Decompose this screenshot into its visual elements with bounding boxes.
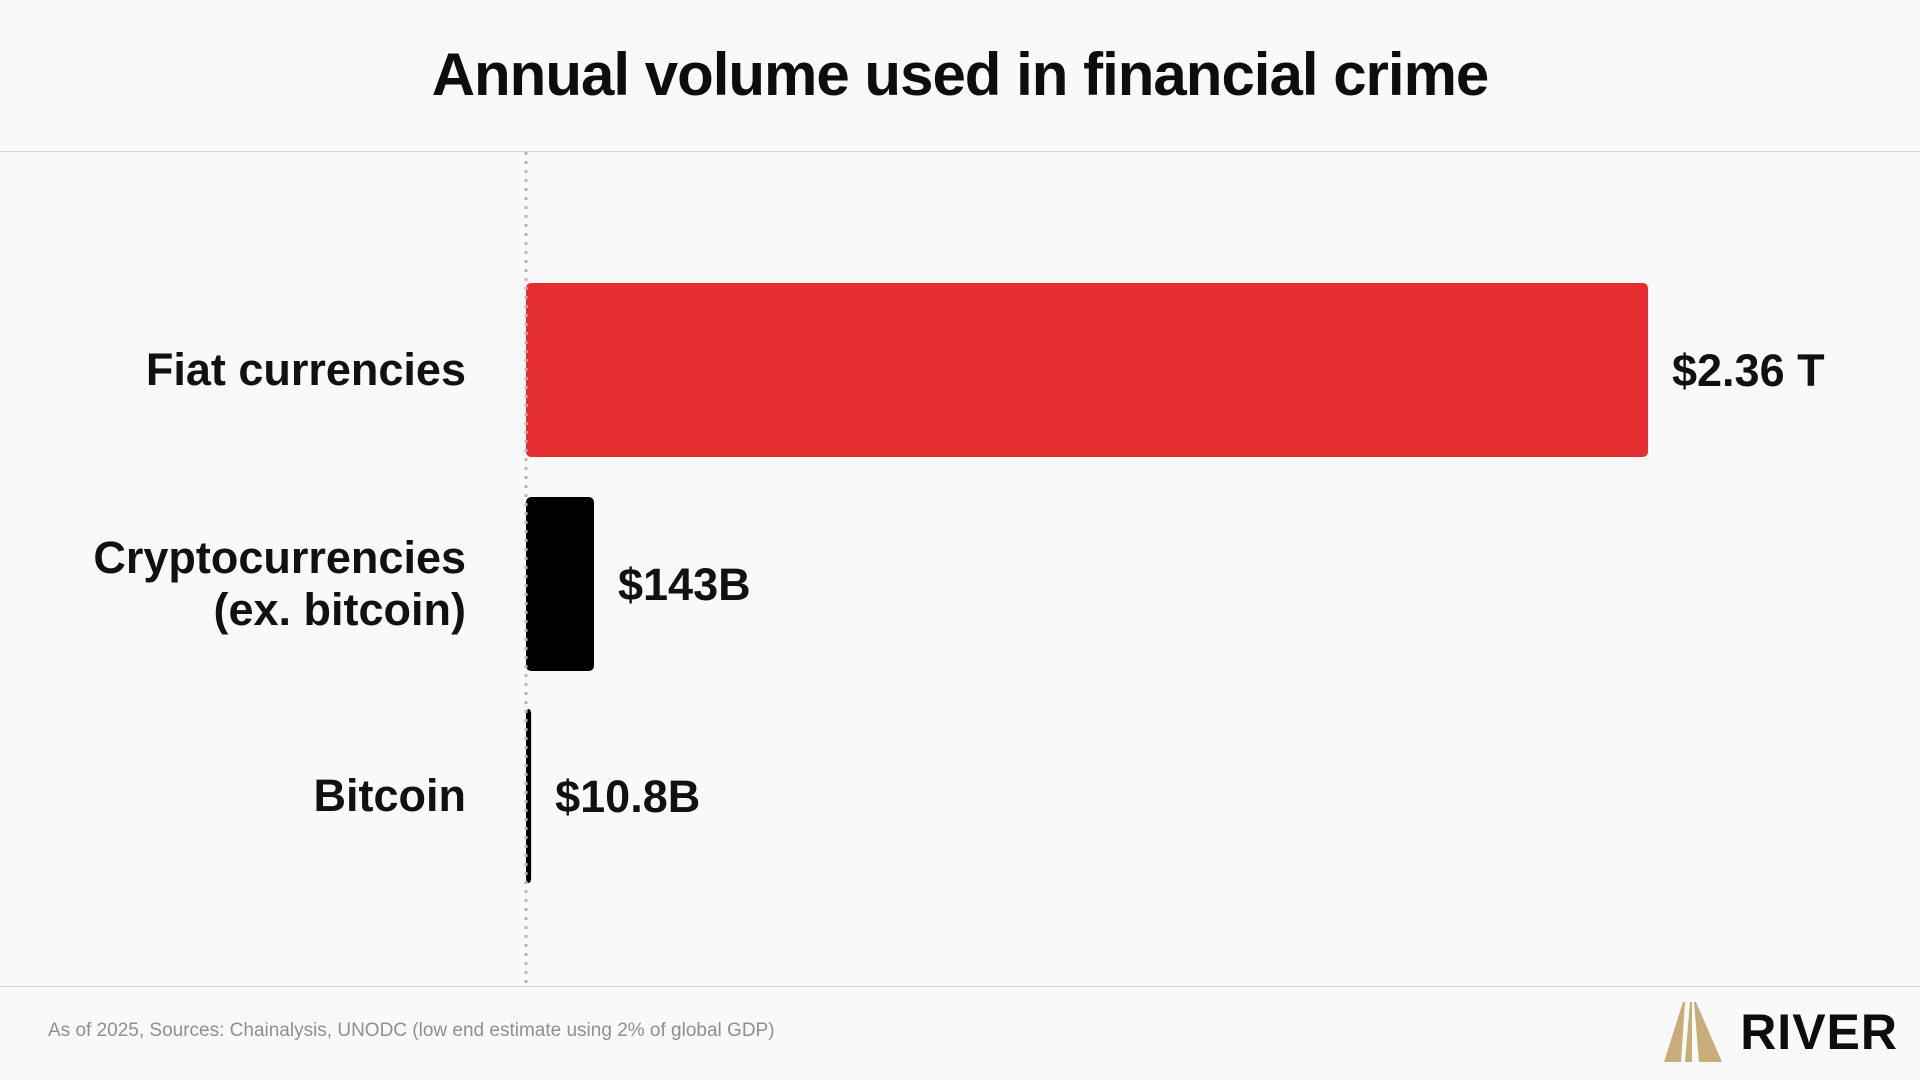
bar-0 [526, 283, 1648, 457]
bar-chart: Fiat currencies $2.36 T Cryptocurrencies (e… [0, 152, 1920, 986]
category-label-1-line-1: (ex. bitcoin) [213, 584, 466, 635]
bar-chart-canvas: Fiat currencies $2.36 T Cryptocurrencies(e… [93, 152, 1825, 986]
bar-1 [526, 497, 594, 671]
river-logo-icon [1664, 1002, 1723, 1062]
header-divider [0, 151, 1920, 152]
bar-2 [526, 709, 532, 883]
category-label-2: Bitcoin [314, 770, 467, 821]
category-label-0: Fiat currencies [146, 344, 466, 395]
brand-name: RIVER [1740, 1004, 1898, 1060]
source-note: As of 2025, Sources: Chainalysis, UNODC … [48, 1020, 775, 1041]
brand-logo: RIVER [1664, 1002, 1898, 1062]
footer-divider [0, 986, 1920, 987]
value-label-0: $2.36 T [1672, 345, 1825, 396]
value-label-1: $143B [618, 559, 751, 610]
value-label-2: $10.8B [555, 771, 700, 822]
chart-title: Annual volume used in financial crime [431, 41, 1490, 108]
category-label-1-line-0: Cryptocurrencies [93, 532, 466, 583]
